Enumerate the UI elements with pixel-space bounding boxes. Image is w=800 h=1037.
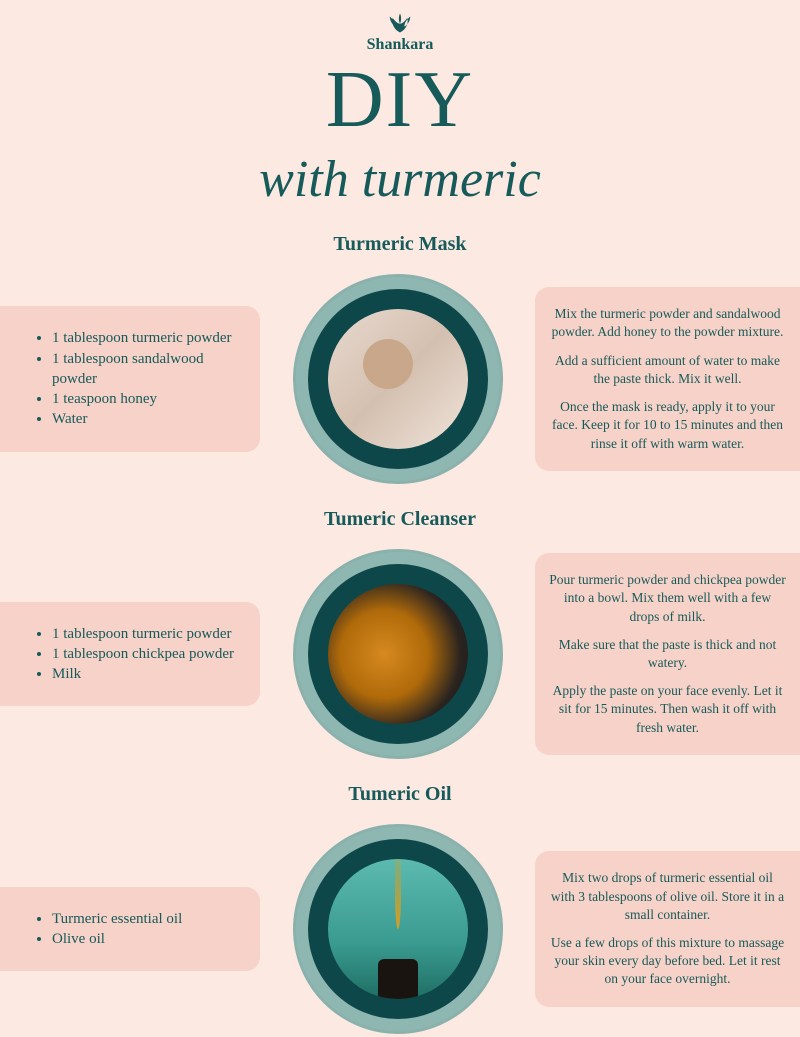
header: Shankara DIY with turmeric: [0, 0, 800, 209]
ingredient-item: Olive oil: [52, 929, 240, 949]
circle-outer: [293, 549, 503, 759]
instruction-step: Apply the paste on your face evenly. Let…: [549, 682, 786, 737]
circle-outer: [293, 274, 503, 484]
mask-photo-icon: [328, 309, 468, 449]
ingredient-item: Milk: [52, 664, 240, 684]
ingredient-item: 1 tablespoon turmeric powder: [52, 328, 240, 348]
section-title: Tumeric Oil: [0, 783, 800, 806]
turmeric-photo-icon: [328, 584, 468, 724]
instruction-step: Mix two drops of turmeric essential oil …: [549, 869, 786, 924]
section-title: Turmeric Mask: [0, 233, 800, 256]
section-title: Tumeric Cleanser: [0, 508, 800, 531]
ingredients-card: 1 tablespoon turmeric powder1 tablespoon…: [0, 306, 260, 451]
instruction-step: Add a sufficient amount of water to make…: [549, 352, 786, 388]
instructions-card: Mix two drops of turmeric essential oil …: [535, 851, 800, 1006]
instruction-step: Pour turmeric powder and chickpea powder…: [549, 571, 786, 626]
title-sub: with turmeric: [0, 150, 800, 209]
oil-photo-icon: [328, 859, 468, 999]
recipe-row: 1 tablespoon turmeric powder1 tablespoon…: [0, 274, 800, 484]
instructions-card: Pour turmeric powder and chickpea powder…: [535, 553, 800, 755]
lotus-icon: [385, 12, 415, 34]
instruction-step: Use a few drops of this mixture to massa…: [549, 934, 786, 989]
ingredient-item: 1 teaspoon honey: [52, 389, 240, 409]
ingredient-item: Water: [52, 409, 240, 429]
recipe-photo: [328, 859, 468, 999]
ingredients-card: 1 tablespoon turmeric powder1 tablespoon…: [0, 602, 260, 707]
circle-mid: [308, 839, 488, 1019]
recipe-image-wrap: [260, 549, 535, 759]
ingredient-item: Turmeric essential oil: [52, 909, 240, 929]
ingredient-item: 1 tablespoon sandalwood powder: [52, 349, 240, 390]
recipe-photo: [328, 584, 468, 724]
title-main: DIY: [0, 60, 800, 140]
recipe-image-wrap: [260, 824, 535, 1034]
circle-mid: [308, 564, 488, 744]
recipe-photo: [328, 309, 468, 449]
brand-logo: Shankara: [0, 12, 800, 54]
recipe-row: Turmeric essential oilOlive oil Mix two …: [0, 824, 800, 1034]
instruction-step: Mix the turmeric powder and sandalwood p…: [549, 305, 786, 341]
recipe-image-wrap: [260, 274, 535, 484]
circle-mid: [308, 289, 488, 469]
recipe-row: 1 tablespoon turmeric powder1 tablespoon…: [0, 549, 800, 759]
instruction-step: Make sure that the paste is thick and no…: [549, 636, 786, 672]
instruction-step: Once the mask is ready, apply it to your…: [549, 398, 786, 453]
ingredients-list: 1 tablespoon turmeric powder1 tablespoon…: [30, 328, 240, 429]
ingredients-card: Turmeric essential oilOlive oil: [0, 887, 260, 972]
instructions-card: Mix the turmeric powder and sandalwood p…: [535, 287, 800, 471]
ingredients-list: 1 tablespoon turmeric powder1 tablespoon…: [30, 624, 240, 685]
ingredient-item: 1 tablespoon turmeric powder: [52, 624, 240, 644]
ingredients-list: Turmeric essential oilOlive oil: [30, 909, 240, 950]
circle-outer: [293, 824, 503, 1034]
ingredient-item: 1 tablespoon chickpea powder: [52, 644, 240, 664]
brand-name: Shankara: [367, 36, 434, 54]
